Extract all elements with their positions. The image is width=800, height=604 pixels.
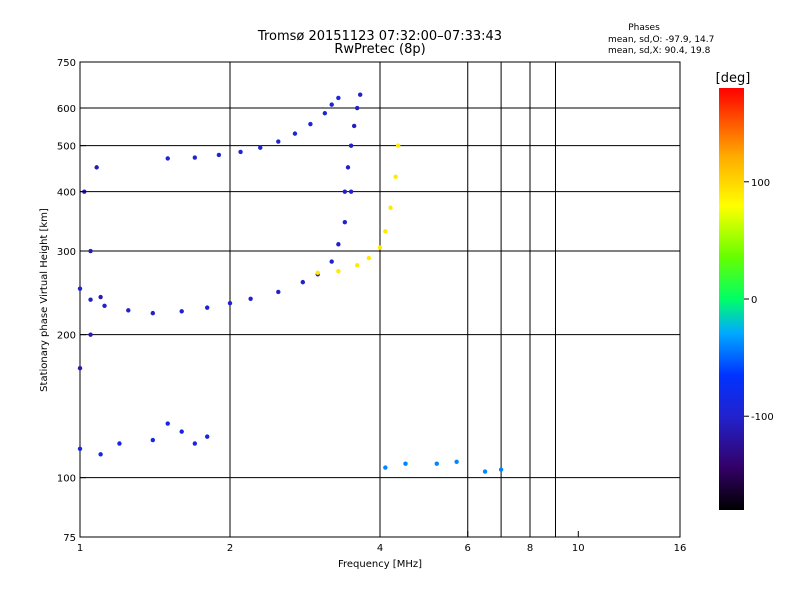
data-point (165, 156, 170, 161)
data-point (248, 296, 253, 301)
data-point (336, 95, 341, 101)
data-point (192, 155, 198, 160)
data-point (351, 123, 357, 129)
data-point (216, 152, 222, 158)
data-point (345, 165, 351, 170)
x-axis-ticks: 1 2 4 6 8 10 16 (77, 531, 687, 554)
x-tick-label: 4 (377, 543, 383, 554)
data-point (292, 131, 298, 136)
data-point (434, 461, 439, 466)
data-point (348, 143, 354, 148)
data-point (348, 189, 354, 194)
data-point (150, 310, 156, 316)
x-tick-label: 8 (527, 543, 533, 554)
data-point (342, 219, 348, 225)
data-point (336, 242, 341, 247)
data-point (315, 270, 320, 275)
data-point (117, 441, 122, 446)
data-point (329, 102, 334, 107)
chart-title: Tromsø 20151123 07:32:00–07:33:43 (257, 29, 502, 44)
y-tick-label: 600 (57, 104, 76, 115)
y-tick-label: 500 (57, 142, 76, 153)
data-point (150, 437, 156, 443)
data-point (238, 149, 243, 155)
data-point (88, 332, 93, 337)
data-point (403, 461, 408, 466)
data-point (357, 92, 363, 97)
data-point (204, 305, 210, 310)
x-tick-label: 10 (572, 543, 585, 554)
data-point (336, 269, 341, 274)
y-tick-label: 750 (57, 58, 76, 69)
data-point (94, 165, 99, 170)
stats-header: Phases (628, 23, 660, 33)
colorbar-label: [deg] (716, 71, 751, 86)
data-point (322, 111, 328, 116)
data-point (354, 105, 360, 111)
data-point (126, 308, 131, 313)
stats-x-mode: mean, sd,X: 90.4, 19.8 (608, 46, 711, 56)
y-tick-label: 75 (63, 533, 76, 544)
data-point (165, 421, 170, 426)
y-tick-label: 400 (57, 188, 76, 199)
data-point (454, 459, 459, 464)
data-point (258, 145, 263, 150)
colorbar (719, 88, 744, 510)
data-point (77, 365, 83, 371)
y-tick-label: 300 (57, 247, 76, 258)
data-point (98, 452, 103, 457)
data-point (482, 469, 488, 474)
data-point (102, 303, 107, 309)
data-point (388, 205, 393, 210)
y-axis-label: Stationary phase Virtual Height [km] (39, 208, 50, 392)
data-point (300, 279, 306, 285)
colorbar-tick-label: 0 (751, 295, 757, 306)
colorbar-ticks: 100 0 -100 (744, 178, 774, 423)
data-point (366, 255, 372, 261)
data-point (308, 121, 313, 127)
data-point (276, 289, 281, 295)
data-point (88, 297, 93, 302)
x-tick-label: 2 (227, 543, 233, 554)
x-tick-label: 1 (77, 543, 83, 554)
data-point (88, 248, 93, 254)
y-axis-ticks: 75 100 200 300 400 500 600 750 (57, 58, 86, 544)
x-tick-label: 6 (465, 543, 471, 554)
y-tick-label: 100 (57, 474, 76, 485)
data-points (77, 92, 504, 474)
data-point (77, 446, 83, 452)
grid-lines (80, 62, 680, 537)
data-point (354, 263, 360, 268)
data-point (98, 294, 103, 300)
data-point (498, 467, 504, 472)
data-point (192, 441, 198, 446)
data-point (179, 309, 184, 314)
data-point (377, 245, 383, 250)
colorbar-tick-label: 100 (751, 178, 770, 189)
data-point (227, 300, 233, 306)
stats-o-mode: mean, sd,O: -97.9, 14.7 (608, 35, 714, 45)
data-point (393, 174, 398, 179)
data-point (179, 429, 184, 434)
data-point (342, 189, 348, 194)
data-point (204, 434, 210, 439)
y-tick-label: 200 (57, 331, 76, 342)
data-point (276, 139, 281, 144)
x-tick-label: 16 (674, 543, 687, 554)
data-point (383, 465, 388, 470)
data-point (383, 229, 388, 234)
data-point (77, 286, 83, 291)
x-axis-label: Frequency [MHz] (338, 559, 422, 570)
data-point (329, 259, 334, 264)
chart-subtitle: RwPretec (8p) (334, 42, 425, 57)
colorbar-tick-label: -100 (751, 412, 774, 423)
data-point (395, 143, 401, 148)
